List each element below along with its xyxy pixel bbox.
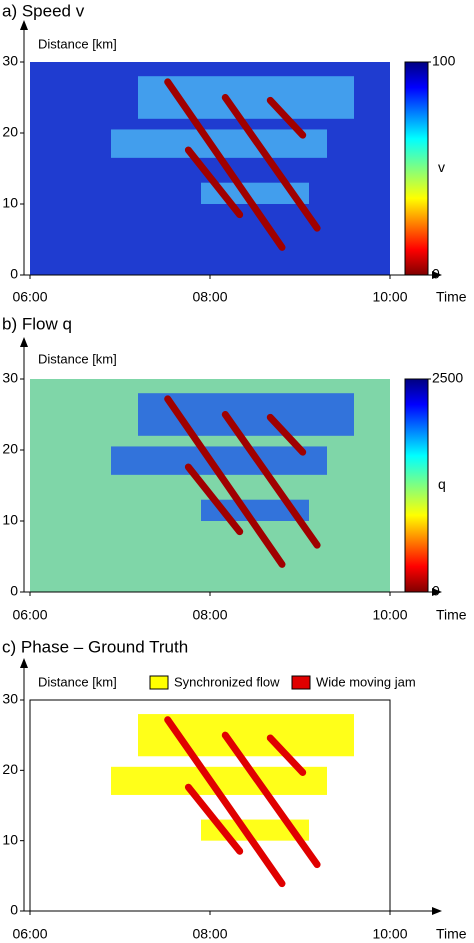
jam-line bbox=[164, 716, 286, 888]
x-axis-label: Time bbox=[436, 607, 467, 623]
y-tick-label: 30 bbox=[2, 691, 18, 707]
y-arrow bbox=[20, 658, 28, 668]
jam-line bbox=[164, 78, 286, 251]
y-tick-label: 30 bbox=[2, 53, 18, 69]
legend-swatch bbox=[291, 675, 311, 690]
y-arrow bbox=[20, 20, 28, 30]
y-tick-label: 0 bbox=[10, 266, 18, 282]
x-tick-label: 06:00 bbox=[12, 289, 47, 305]
y-tick-label: 20 bbox=[2, 441, 18, 457]
y-tick-label: 10 bbox=[2, 831, 18, 847]
colorbar-tick-label: 2500 bbox=[432, 370, 463, 386]
y-arrow bbox=[20, 337, 28, 347]
y-axis-label: Distance [km] bbox=[38, 36, 117, 51]
jam-line bbox=[266, 734, 307, 776]
x-arrow bbox=[432, 907, 442, 915]
x-tick-label: 10:00 bbox=[372, 607, 407, 623]
jam-line bbox=[221, 94, 321, 232]
legend-label: Synchronized flow bbox=[174, 674, 280, 689]
congested-region bbox=[138, 714, 354, 757]
jam-line bbox=[184, 146, 244, 219]
y-tick-label: 0 bbox=[10, 902, 18, 918]
y-tick-label: 0 bbox=[10, 583, 18, 599]
x-tick-label: 06:00 bbox=[12, 607, 47, 623]
panel-title: b) Flow q bbox=[2, 314, 72, 333]
jam-line bbox=[266, 96, 307, 139]
jam-line bbox=[184, 463, 244, 536]
panel-title: a) Speed v bbox=[2, 1, 85, 20]
y-axis-label: Distance [km] bbox=[38, 351, 117, 366]
congested-region bbox=[138, 393, 354, 436]
x-tick-label: 10:00 bbox=[372, 289, 407, 305]
jam-line bbox=[164, 395, 286, 568]
y-tick-label: 10 bbox=[2, 512, 18, 528]
colorbar-tick-label: 100 bbox=[432, 53, 456, 69]
panel-title: c) Phase – Ground Truth bbox=[2, 637, 188, 656]
colorbar-tick-label: 0 bbox=[432, 583, 440, 599]
colorbar-label: q bbox=[438, 476, 446, 492]
legend-swatch bbox=[149, 675, 169, 690]
x-axis-label: Time bbox=[436, 289, 467, 305]
legend-label: Wide moving jam bbox=[316, 674, 416, 689]
x-tick-label: 06:00 bbox=[12, 926, 47, 942]
panel: c) Phase – Ground Truth Distance [km] Time… bbox=[2, 637, 467, 941]
y-tick-label: 20 bbox=[2, 124, 18, 140]
x-tick-label: 08:00 bbox=[192, 926, 227, 942]
colorbar bbox=[404, 378, 429, 593]
y-tick-label: 20 bbox=[2, 761, 18, 777]
x-arrow bbox=[432, 271, 442, 279]
colorbar bbox=[404, 61, 429, 276]
jam-line bbox=[221, 411, 321, 549]
x-tick-label: 08:00 bbox=[192, 607, 227, 623]
colorbar-label: v bbox=[438, 159, 445, 175]
congested-region bbox=[138, 76, 354, 119]
x-tick-label: 10:00 bbox=[372, 926, 407, 942]
panel: b) Flow q Distance [km] Time 0 10 20 30 06:00 08… bbox=[2, 314, 467, 622]
colorbar-tick-label: 0 bbox=[432, 266, 440, 282]
x-tick-label: 08:00 bbox=[192, 289, 227, 305]
jam-line bbox=[266, 413, 307, 456]
y-axis-label: Distance [km] bbox=[38, 674, 117, 689]
jam-line bbox=[221, 731, 321, 869]
x-axis-label: Time bbox=[436, 926, 467, 942]
x-arrow bbox=[432, 588, 442, 596]
y-tick-label: 30 bbox=[2, 370, 18, 386]
jam-line bbox=[184, 783, 244, 855]
panel: a) Speed v Distance [km] Time 0 10 20 30 06:00 0… bbox=[2, 1, 467, 304]
y-tick-label: 10 bbox=[2, 195, 18, 211]
